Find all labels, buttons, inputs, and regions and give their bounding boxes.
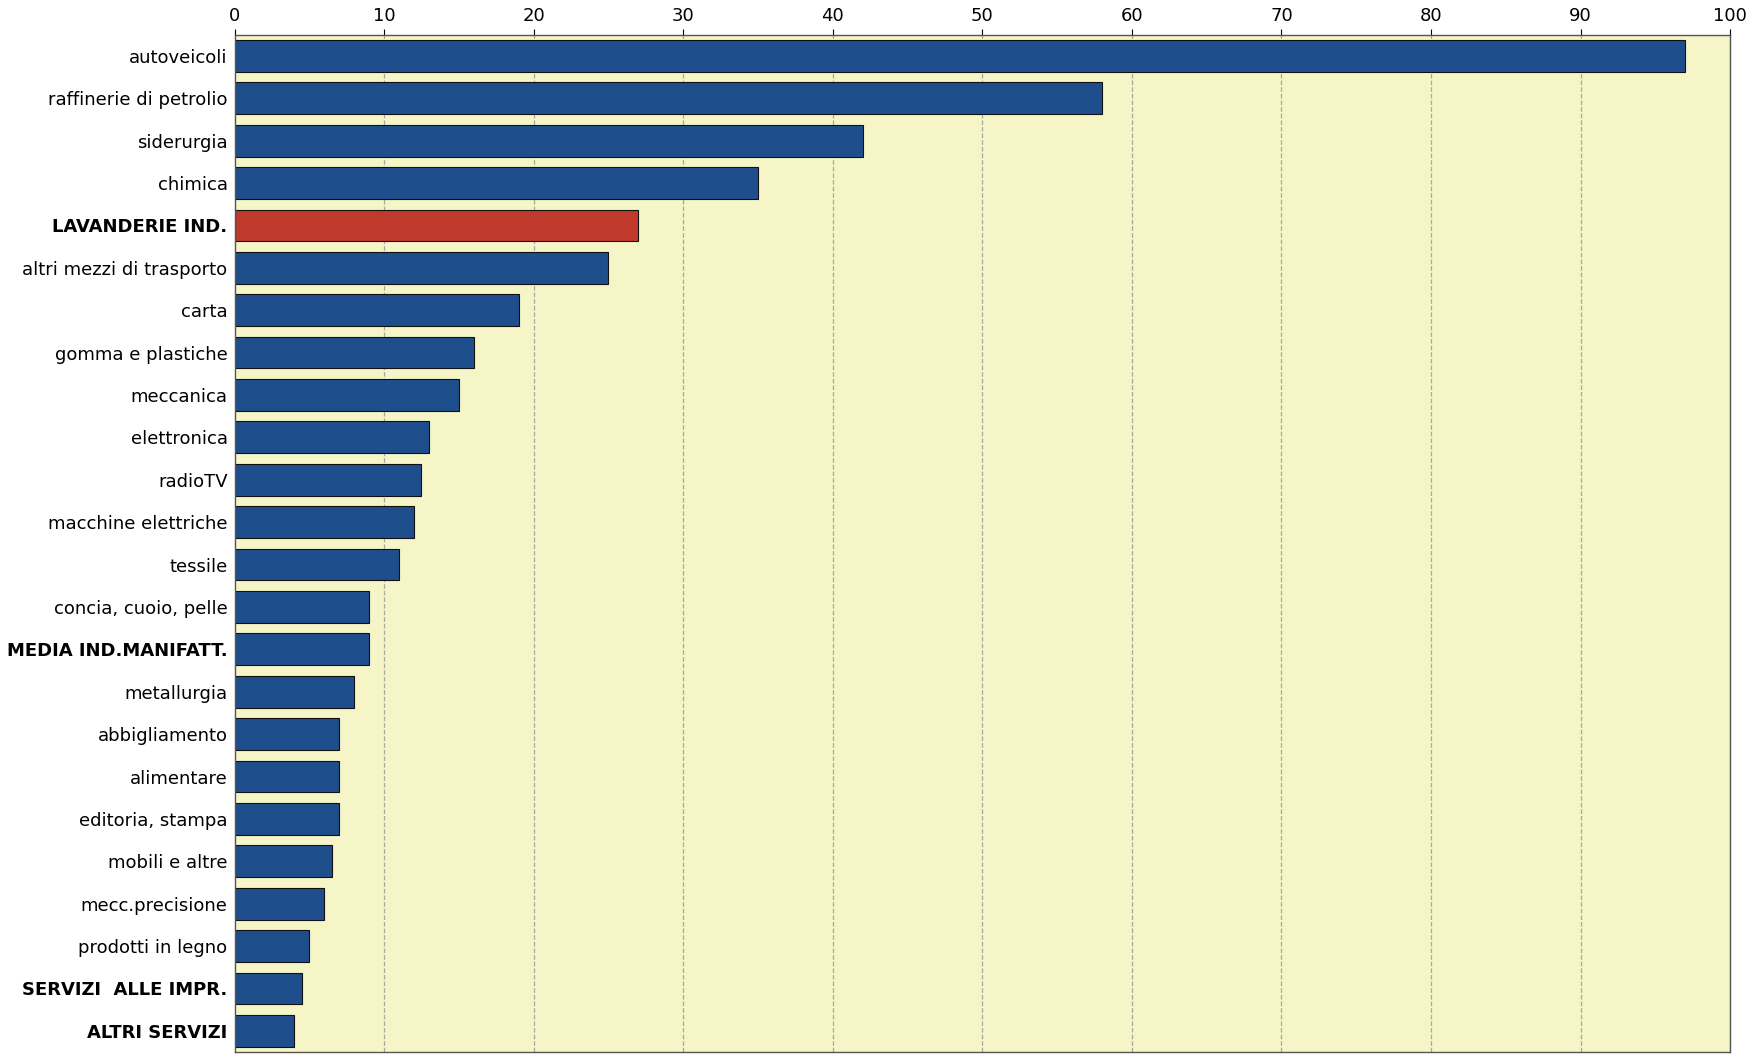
Bar bbox=[235, 760, 339, 792]
Bar bbox=[235, 930, 309, 962]
Bar bbox=[235, 379, 460, 411]
Bar bbox=[235, 210, 638, 241]
Bar bbox=[235, 83, 1102, 114]
Bar bbox=[235, 845, 332, 877]
Bar bbox=[235, 676, 354, 707]
Bar bbox=[235, 125, 863, 157]
Bar bbox=[235, 252, 609, 284]
Bar bbox=[235, 294, 519, 326]
Bar bbox=[235, 167, 758, 199]
Bar bbox=[235, 718, 339, 750]
Bar bbox=[235, 40, 1686, 72]
Bar bbox=[235, 464, 421, 496]
Bar bbox=[235, 633, 368, 665]
Bar bbox=[235, 549, 398, 580]
Bar bbox=[235, 506, 414, 538]
Bar bbox=[235, 591, 368, 623]
Bar bbox=[235, 337, 474, 369]
Bar bbox=[235, 421, 430, 453]
Bar bbox=[235, 803, 339, 834]
Bar bbox=[235, 972, 302, 1004]
Bar bbox=[235, 887, 324, 919]
Bar bbox=[235, 1015, 295, 1046]
